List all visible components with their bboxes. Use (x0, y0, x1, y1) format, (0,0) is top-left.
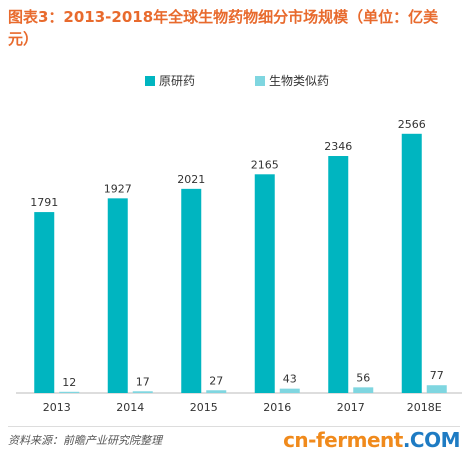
data-label-series-2-2017: 56 (356, 371, 370, 384)
data-label-series-1-2018E: 2566 (398, 118, 426, 131)
data-label-series-1-2015: 2021 (177, 173, 205, 186)
data-label-series-1-2017: 2346 (324, 140, 352, 153)
x-tick-label-2018E: 2018E (407, 401, 442, 414)
x-tick-label-2017: 2017 (337, 401, 365, 414)
x-tick-label-2013: 2013 (43, 401, 71, 414)
footer-divider (8, 426, 460, 427)
data-label-series-2-2014: 17 (136, 375, 150, 388)
data-label-series-2-2015: 27 (209, 374, 223, 387)
data-label-series-1-2016: 2165 (251, 158, 279, 171)
bar-series-1-2013 (34, 212, 55, 393)
data-label-series-2-2013: 12 (62, 376, 76, 389)
bar-series-1-2017 (328, 156, 349, 393)
bar-series-2-2017 (353, 387, 374, 393)
bar-series-1-2016 (254, 174, 275, 393)
source-note: 资料来源：前瞻产业研究院整理 (8, 434, 162, 447)
bar-series-2-2018E (426, 385, 447, 393)
legend-swatch-series-2 (255, 75, 265, 86)
legend-swatch-series-1 (145, 75, 155, 86)
legend-item-series-1: 原研药 (145, 72, 195, 89)
legend-label-series-2: 生物类似药 (269, 74, 330, 88)
data-label-series-2-2016: 43 (283, 373, 297, 386)
bar-series-2-2013 (59, 391, 80, 393)
bar-series-1-2014 (107, 198, 128, 393)
x-tick-label-2015: 2015 (190, 401, 218, 414)
legend-label-series-1: 原研药 (159, 74, 196, 88)
bar-series-2-2015 (206, 390, 227, 393)
bar-series-2-2014 (132, 391, 153, 393)
x-tick-label-2016: 2016 (263, 401, 291, 414)
site-logo: cn-ferment.COM (283, 428, 460, 452)
bar-series-2-2016 (279, 388, 300, 393)
chart-title: 图表3：2013-2018年全球生物药物细分市场规模（单位：亿美元） (8, 8, 439, 48)
data-label-series-2-2018E: 77 (430, 369, 444, 382)
data-label-series-1-2014: 1927 (104, 182, 132, 195)
legend: 原研药 生物类似药 (0, 72, 468, 92)
x-tick-label-2014: 2014 (116, 401, 144, 414)
bar-series-1-2015 (181, 188, 202, 393)
data-label-series-1-2013: 1791 (30, 196, 58, 209)
bar-series-1-2018E (401, 133, 422, 393)
legend-item-series-2: 生物类似药 (255, 72, 329, 89)
